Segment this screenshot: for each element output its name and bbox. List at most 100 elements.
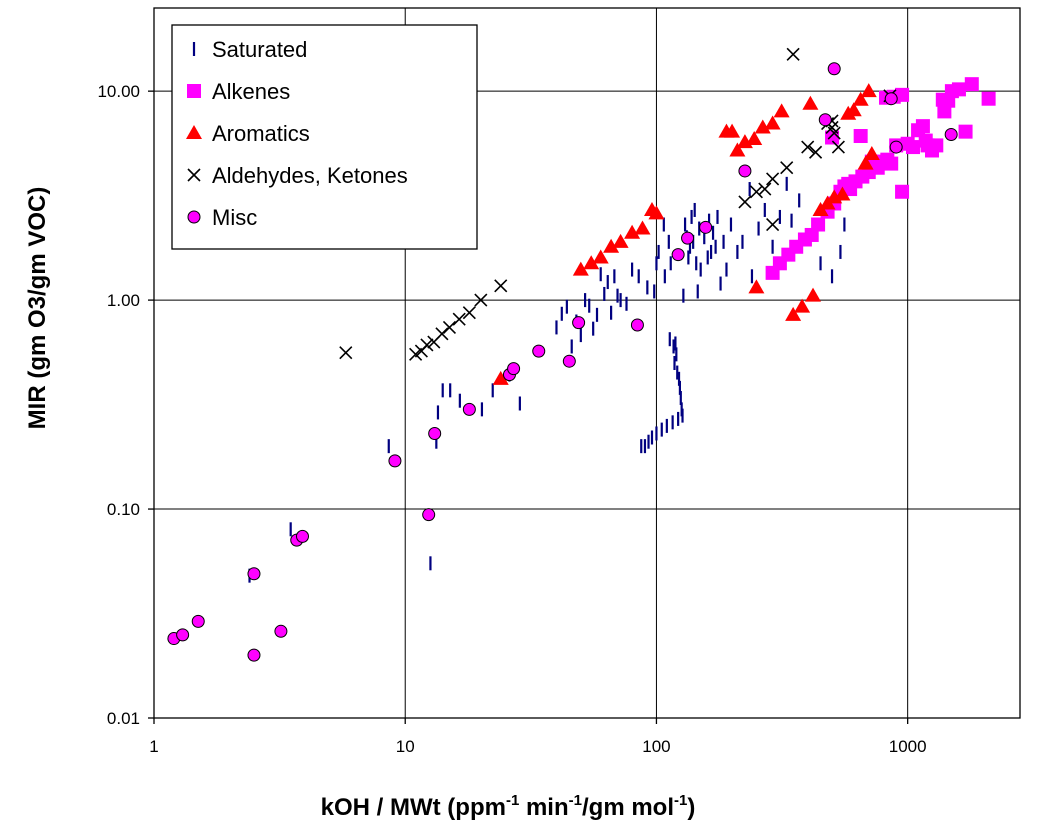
data-point	[831, 140, 845, 154]
data-point	[827, 62, 841, 76]
legend-label: Alkenes	[212, 79, 290, 104]
data-point	[494, 279, 508, 293]
data-point	[462, 402, 476, 416]
legend-box	[171, 24, 478, 250]
legend-marker	[187, 84, 201, 98]
data-point	[442, 320, 457, 334]
data-point	[841, 176, 856, 191]
data-point	[388, 454, 402, 468]
x-tick-label: 10	[396, 737, 415, 756]
data-point	[176, 628, 190, 642]
data-point	[884, 92, 898, 106]
data-point	[834, 186, 851, 201]
data-point	[295, 529, 309, 543]
data-point	[428, 426, 442, 440]
data-point	[981, 91, 996, 106]
y-tick-label: 10.00	[97, 82, 140, 101]
data-point	[766, 217, 780, 232]
data-point	[773, 103, 790, 118]
data-point	[648, 205, 665, 220]
x-axis-title-superscript: -1	[569, 792, 582, 809]
data-point	[746, 131, 763, 146]
data-point	[827, 126, 841, 140]
legend-marker	[187, 210, 201, 224]
y-axis-title: MIR (gm O3/gm VOC)	[24, 187, 51, 430]
data-point	[785, 306, 802, 321]
data-point	[805, 287, 822, 302]
data-point	[738, 195, 752, 209]
data-point	[853, 129, 868, 144]
data-point	[681, 231, 695, 245]
x-axis-title: kOH / MWt (ppm-1 min-1/gm mol-1)	[321, 792, 696, 821]
data-point	[754, 119, 771, 134]
legend-marker	[187, 168, 201, 182]
data-point	[958, 124, 973, 139]
data-point	[572, 316, 586, 330]
data-point	[964, 77, 979, 92]
x-tick-label: 1000	[889, 737, 927, 756]
data-point	[630, 318, 644, 332]
x-tick-label: 1	[149, 737, 158, 756]
data-point	[845, 102, 862, 117]
legend-marker	[186, 125, 202, 139]
data-point	[738, 164, 752, 178]
legend-label: Aldehydes, Ketones	[212, 163, 408, 188]
data-point	[339, 346, 353, 360]
data-point	[801, 140, 815, 154]
data-point	[462, 306, 476, 320]
plot-area-frame	[153, 7, 1021, 719]
legend: Saturated Alkenes Aromatics Aldehydes, Keto…	[171, 24, 478, 250]
data-point	[764, 115, 781, 130]
data-point	[592, 249, 609, 264]
data-point	[884, 156, 899, 171]
data-point	[780, 161, 794, 175]
data-point	[612, 233, 629, 248]
data-point	[562, 354, 576, 368]
series-misc	[167, 62, 958, 662]
data-point	[634, 220, 651, 235]
data-point	[818, 113, 832, 127]
data-point	[274, 624, 288, 638]
data-point	[951, 82, 966, 97]
data-point	[895, 184, 910, 199]
data-point	[724, 123, 741, 138]
legend-label: Aromatics	[212, 121, 310, 146]
x-axis-title-part: )	[687, 794, 695, 821]
data-point	[247, 648, 261, 662]
data-point	[794, 298, 811, 313]
data-point	[247, 567, 261, 581]
data-point	[811, 217, 826, 232]
data-point	[915, 119, 930, 134]
data-point	[191, 614, 205, 628]
series-aldehydes-ketones	[339, 47, 897, 361]
data-point	[786, 47, 800, 61]
data-point	[492, 370, 509, 385]
data-point	[507, 362, 521, 376]
data-point	[920, 138, 935, 153]
data-point	[532, 344, 546, 358]
data-point	[895, 87, 910, 102]
data-point	[905, 140, 920, 155]
x-axis-title-part: /gm mol	[582, 794, 674, 821]
data-point	[729, 142, 746, 157]
data-point	[452, 312, 466, 326]
data-point	[699, 220, 713, 234]
data-point	[474, 293, 488, 307]
x-axis-title-part: min	[519, 794, 568, 821]
data-point	[422, 508, 436, 522]
y-tick-label: 1.00	[107, 291, 140, 310]
data-point	[671, 248, 685, 262]
data-point	[435, 327, 449, 341]
x-axis-title-superscript: -1	[506, 792, 519, 809]
axes: 1 10 100 1000 0.01 0.10 1.00 10.00	[97, 82, 926, 756]
data-point	[860, 83, 877, 98]
x-axis-title-superscript: -1	[674, 792, 687, 809]
data-point	[624, 224, 641, 239]
data-point	[802, 95, 819, 110]
data-point	[852, 91, 869, 106]
x-tick-label: 100	[642, 737, 670, 756]
x-axis-title-part: kOH / MWt (ppm	[321, 794, 506, 821]
data-point	[583, 255, 600, 270]
data-points	[167, 47, 996, 662]
